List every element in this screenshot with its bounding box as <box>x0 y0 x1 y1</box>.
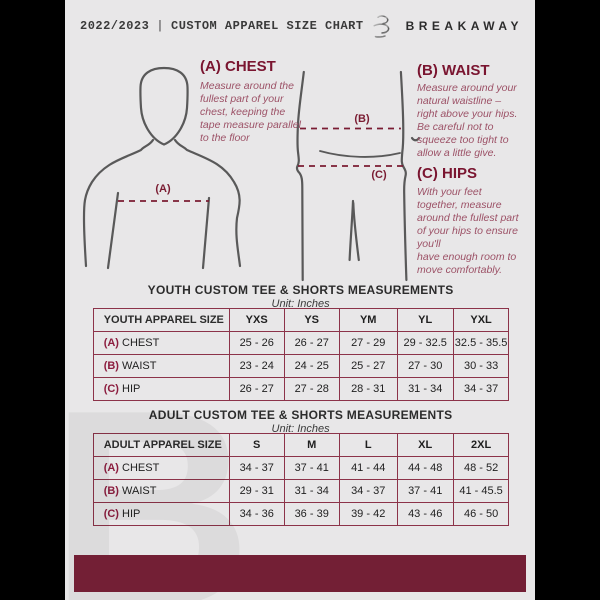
svg-text:(B): (B) <box>354 113 370 125</box>
svg-text:(A): (A) <box>155 183 171 195</box>
svg-text:(C): (C) <box>371 169 387 181</box>
